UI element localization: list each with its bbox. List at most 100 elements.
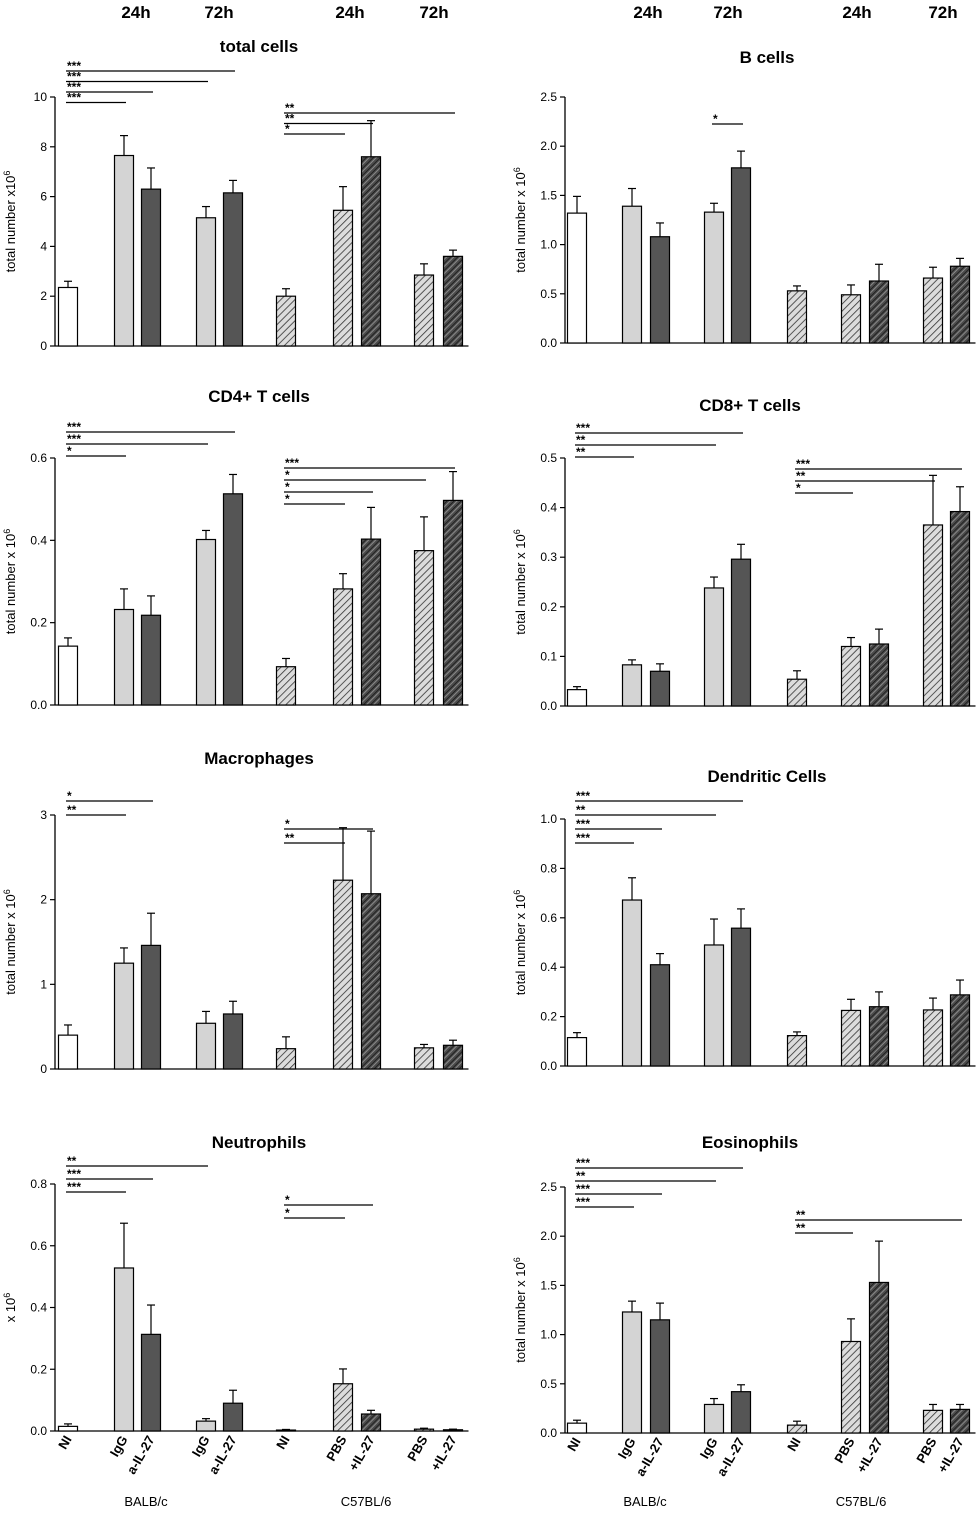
significance-label: *** bbox=[67, 59, 81, 73]
significance-label: *** bbox=[576, 1156, 590, 1170]
significance-label: ** bbox=[796, 1208, 806, 1222]
y-axis-label: total number x106 bbox=[2, 171, 18, 273]
bar bbox=[840, 294, 862, 344]
significance-label: *** bbox=[67, 1167, 81, 1181]
time-label-72h-right: 72h bbox=[419, 3, 448, 22]
category-label: IgG bbox=[615, 1435, 639, 1461]
bar bbox=[195, 538, 217, 706]
bar bbox=[332, 209, 354, 347]
y-tick-label: 0.2 bbox=[30, 1362, 47, 1376]
bar bbox=[195, 1420, 217, 1432]
bar bbox=[786, 1035, 808, 1067]
y-tick-label: 0.3 bbox=[540, 550, 557, 564]
bar bbox=[566, 1036, 588, 1067]
category-label: PBS bbox=[404, 1433, 431, 1464]
category-label: IgG bbox=[107, 1433, 131, 1459]
bar bbox=[140, 614, 162, 706]
significance-label: * bbox=[285, 1206, 290, 1220]
bar bbox=[922, 524, 944, 707]
y-axis-label-exponent: 6 bbox=[2, 529, 12, 534]
panel-2: CD4+ T cells 0.0 0.2 0.4 0.6 total number x 1… bbox=[2, 387, 469, 712]
bar bbox=[949, 510, 971, 707]
y-tick-label: 0.0 bbox=[540, 1426, 557, 1440]
bar bbox=[442, 1429, 464, 1432]
bar bbox=[222, 1013, 244, 1070]
y-tick-label: 2.5 bbox=[540, 1180, 557, 1194]
y-axis-label-exponent: 6 bbox=[2, 889, 12, 894]
bar bbox=[113, 154, 135, 347]
category-label: NI bbox=[55, 1433, 74, 1452]
y-tick-label: 0.4 bbox=[30, 1301, 47, 1315]
significance-label: *** bbox=[576, 1195, 590, 1209]
category-label: +IL-27 bbox=[854, 1435, 886, 1475]
y-axis-label: total number x 106 bbox=[512, 529, 528, 634]
significance-label: ** bbox=[576, 433, 586, 447]
y-tick-label: 0.6 bbox=[30, 451, 47, 465]
bar bbox=[332, 588, 354, 706]
category-label: +IL-27 bbox=[428, 1433, 460, 1473]
bar bbox=[566, 1422, 588, 1434]
strain-label-balbc: BALB/c bbox=[124, 1494, 168, 1509]
bar bbox=[140, 188, 162, 347]
significance-label: * bbox=[67, 789, 72, 803]
significance-label: *** bbox=[285, 456, 299, 470]
y-tick-label: 1.0 bbox=[540, 812, 557, 826]
significance-label: * bbox=[713, 112, 718, 126]
category-label: NI bbox=[784, 1435, 803, 1454]
panel-3: CD8+ T cells 0.0 0.1 0.2 0.3 0.4 0.5 total numb… bbox=[512, 396, 976, 713]
y-tick-label: 0.0 bbox=[540, 699, 557, 713]
y-tick-label: 0.1 bbox=[540, 649, 557, 663]
time-label-72h-left-col2: 72h bbox=[713, 3, 742, 22]
category-label: IgG bbox=[697, 1435, 721, 1461]
significance-label: *** bbox=[67, 420, 81, 434]
y-tick-label: 0 bbox=[40, 1062, 47, 1076]
time-label-24h-right: 24h bbox=[335, 3, 364, 22]
chart-title: Eosinophils bbox=[702, 1133, 798, 1152]
bar bbox=[275, 666, 297, 706]
significance-label: *** bbox=[576, 831, 590, 845]
bar bbox=[649, 964, 671, 1067]
bar bbox=[868, 280, 890, 344]
bar bbox=[949, 265, 971, 344]
panel-1: B cells 0.0 0.5 1.0 1.5 2.0 2.5 total number x … bbox=[512, 48, 976, 350]
y-axis-label-exponent: 6 bbox=[512, 890, 522, 895]
y-tick-label: 0.0 bbox=[540, 336, 557, 350]
bar bbox=[195, 217, 217, 347]
bar bbox=[840, 1340, 862, 1434]
category-label: PBS bbox=[831, 1435, 858, 1466]
significance-label: ** bbox=[67, 803, 77, 817]
bar bbox=[57, 645, 79, 706]
bar bbox=[332, 879, 354, 1070]
chart-title: Neutrophils bbox=[212, 1133, 306, 1152]
significance-label: ** bbox=[576, 445, 586, 459]
bar bbox=[949, 994, 971, 1067]
y-axis-label: total number x 106 bbox=[2, 529, 18, 634]
time-label-72h-left: 72h bbox=[204, 3, 233, 22]
y-tick-label: 2.0 bbox=[540, 1229, 557, 1243]
y-axis-label-exponent: 6 bbox=[512, 1257, 522, 1262]
panel-7: Eosinophils 0.0 0.5 1.0 1.5 2.0 2.5 total numbe… bbox=[512, 1133, 976, 1479]
y-axis-label-exponent: 6 bbox=[2, 171, 12, 176]
bar bbox=[786, 1424, 808, 1434]
bar bbox=[140, 1333, 162, 1432]
bar bbox=[840, 1009, 862, 1067]
bar bbox=[703, 587, 725, 707]
bar bbox=[57, 1425, 79, 1432]
significance-label: ** bbox=[285, 831, 295, 845]
bar bbox=[621, 899, 643, 1067]
bar bbox=[275, 1048, 297, 1070]
significance-label: ** bbox=[67, 1154, 77, 1168]
y-tick-label: 0.5 bbox=[540, 451, 557, 465]
bar bbox=[275, 1429, 297, 1432]
bar bbox=[113, 1267, 135, 1432]
bar bbox=[360, 893, 382, 1070]
bar bbox=[730, 927, 752, 1067]
bar bbox=[332, 1383, 354, 1432]
y-tick-label: 0.2 bbox=[30, 616, 47, 630]
y-axis-label-exponent: 6 bbox=[2, 1293, 12, 1298]
y-tick-label: 0.2 bbox=[540, 600, 557, 614]
y-tick-label: 0.5 bbox=[540, 287, 557, 301]
